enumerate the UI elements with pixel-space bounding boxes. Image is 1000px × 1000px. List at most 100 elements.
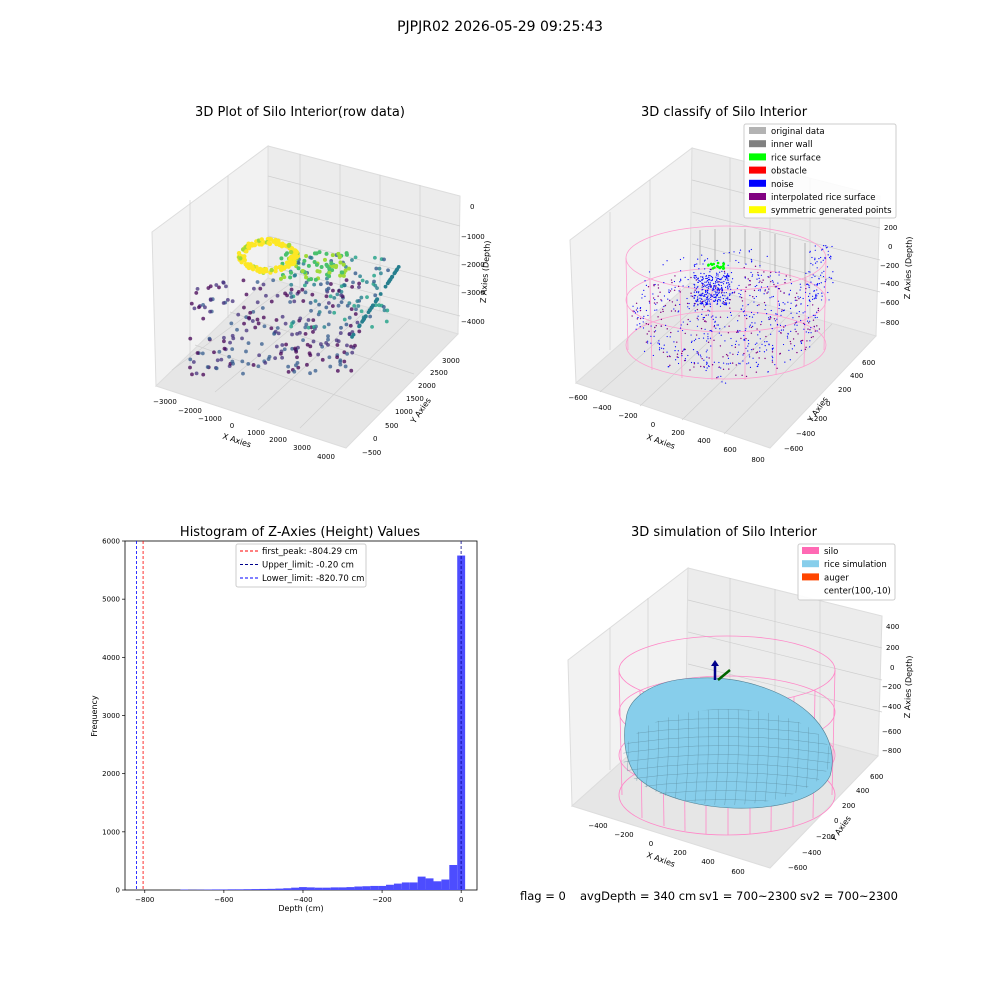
interpolated-point [795,304,798,306]
noise-point [814,275,816,277]
interpolated-point [753,289,756,292]
histogram-bar [409,882,418,890]
noise-point [790,312,792,314]
interpolated-point [670,310,673,312]
noise-point [760,321,763,323]
data-point [231,336,236,341]
noise-point [693,340,695,342]
data-point [265,236,271,242]
interpolated-point [657,295,659,297]
noise-point [759,331,761,333]
noise-point [643,315,645,317]
x-tick-labels: −3000 −2000 −1000 0 1000 2000 3000 4000 [153,398,335,461]
data-point [266,357,271,361]
noise-point [828,276,830,279]
noise-point [809,346,811,348]
data-point [345,351,349,356]
x-tick-label: 4000 [317,453,335,461]
interpolated-point [756,351,759,353]
noise-point [693,362,695,364]
noise-point [714,292,717,294]
interpolated-point [760,323,762,326]
interpolated-point [639,309,642,312]
y-tick-label: −200 [808,415,827,423]
interpolated-point [727,332,730,334]
data-point [286,243,292,248]
noise-point [690,341,693,343]
interpolated-point [783,326,785,328]
noise-point [653,335,655,337]
noise-point [756,342,758,344]
y-tick-label: 2000 [418,382,436,390]
data-point [308,353,313,358]
data-point [374,266,379,271]
noise-point [715,272,718,274]
data-point [302,258,307,263]
noise-point [772,357,774,359]
noise-point [701,282,703,285]
interpolated-point [810,336,813,339]
noise-point [831,245,833,248]
data-point [311,339,316,344]
interpolated-point [676,356,678,358]
noise-point [705,303,708,305]
data-point [336,303,341,308]
interpolated-point [805,346,807,349]
x-tick-label: −3000 [153,398,177,406]
noise-point [824,256,826,259]
data-point [264,293,268,298]
interpolated-point [687,318,689,321]
noise-point [751,260,753,262]
noise-point [658,342,660,345]
noise-point [687,354,689,357]
noise-point [673,280,676,283]
noise-point [767,291,769,293]
histogram-bar [433,881,442,890]
noise-point [666,260,668,262]
legend-label: interpolated rice surface [771,193,876,203]
data-point [275,326,280,330]
data-point [275,293,280,298]
noise-point [730,337,732,340]
interpolated-point [816,325,818,327]
interpolated-point [741,374,743,377]
data-point [227,354,232,359]
data-point [188,357,193,362]
noise-point [761,343,763,345]
histogram-bar [330,887,339,890]
interpolated-point [670,279,673,281]
legend-swatch [749,153,766,161]
noise-point [708,279,711,281]
noise-point [810,281,812,283]
noise-point [730,314,732,316]
data-point [260,306,265,310]
noise-point [759,350,761,352]
noise-point [673,341,675,343]
noise-point [727,273,729,275]
z-tick-label: −600 [880,299,899,307]
noise-point [751,274,754,276]
data-point [224,284,228,289]
noise-point [804,291,807,293]
status-line: flag = 0 avgDepth = 340 cm sv1 = 700~230… [520,889,898,903]
noise-point [717,293,719,296]
noise-point [705,369,707,372]
interpolated-point [718,281,720,283]
histogram-bar [299,887,307,890]
noise-point [705,304,707,306]
data-point [344,252,349,257]
noise-point [716,289,718,291]
data-point [251,309,256,314]
noise-point [705,351,707,353]
noise-point [757,334,759,336]
interpolated-point [728,325,730,327]
data-point [322,325,327,329]
data-point [317,250,322,255]
interpolated-point [758,357,760,359]
noise-point [703,284,706,286]
noise-point [784,325,786,327]
noise-point [776,318,778,320]
data-point [256,364,261,369]
interpolated-point [759,280,761,282]
noise-point [710,293,712,296]
